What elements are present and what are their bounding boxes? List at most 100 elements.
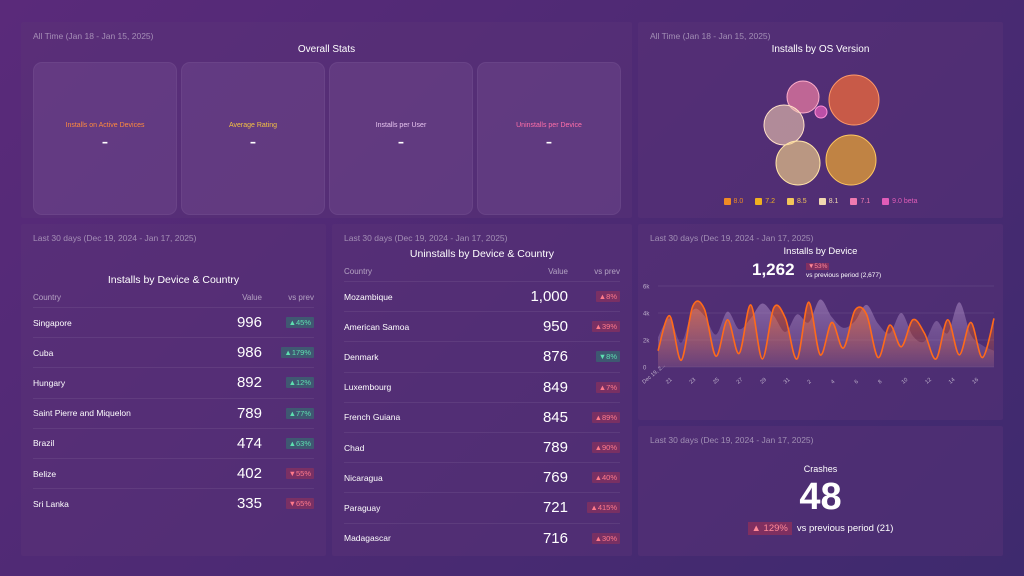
device-period: Last 30 days (Dec 19, 2024 - Jan 17, 202… (650, 233, 814, 243)
delta-badge: ▼55% (285, 468, 314, 480)
table-row[interactable]: Mozambique 1,000 ▲8% (344, 281, 620, 311)
table-row[interactable]: Cuba 986 ▲179% (33, 337, 314, 367)
column-header-value[interactable]: Value (242, 293, 262, 302)
table-row[interactable]: Saint Pierre and Miquelon 789 ▲77% (33, 397, 314, 428)
x-tick-label: 6 (854, 379, 860, 386)
crashes-vs-previous: vs previous period (21) (796, 523, 894, 534)
legend-item[interactable]: 8.5 (786, 198, 807, 205)
value-cell: 402 (236, 465, 262, 483)
country-cell: Nicaragua (344, 472, 383, 483)
bubble-9-0-beta[interactable] (814, 105, 828, 119)
crashes-value: 48 (799, 476, 842, 518)
x-tick-label: 25 (712, 377, 721, 386)
country-cell: Cuba (33, 347, 54, 358)
column-header-value[interactable]: Value (548, 267, 568, 276)
value-cell: 474 (236, 434, 262, 452)
country-cell: Paraguay (344, 502, 381, 513)
device-title: Installs by Device (783, 246, 858, 257)
checkbox-icon (818, 198, 826, 205)
legend-item[interactable]: 8.0 (723, 198, 744, 205)
table-row[interactable]: Madagascar 716 ▲30% (344, 522, 620, 553)
stat-card-average-rating[interactable]: Average Rating - (181, 62, 325, 215)
legend-item[interactable]: 8.1 (818, 198, 838, 205)
value-cell: 789 (542, 439, 568, 457)
stat-card-installs-active[interactable]: Installs on Active Devices - (33, 62, 177, 215)
uninstalls-table-header: Country Value vs prev (344, 267, 620, 276)
checkbox-icon (882, 198, 890, 205)
country-cell: Saint Pierre and Miquelon (33, 408, 131, 419)
os-period: All Time (Jan 18 - Jan 15, 2025) (650, 31, 771, 41)
installs-table-header: Country Value vs prev (33, 293, 314, 302)
delta-badge: ▲77% (285, 407, 314, 419)
bubble-7-1[interactable] (786, 80, 820, 114)
column-header-vs-prev[interactable]: vs prev (594, 267, 620, 276)
crashes-title: Crashes (803, 464, 838, 474)
os-title: Installs by OS Version (771, 44, 870, 55)
bubble-8-0[interactable] (828, 74, 880, 126)
overall-title: Overall Stats (297, 44, 356, 55)
column-header-country[interactable]: Country (33, 293, 62, 302)
table-row[interactable]: Nicaragua 769 ▲40% (344, 462, 620, 492)
legend-label: 7.2 (765, 198, 775, 205)
crashes-panel: Last 30 days (Dec 19, 2024 - Jan 17, 202… (638, 426, 1003, 556)
legend-item[interactable]: 7.1 (850, 198, 870, 205)
country-cell: Hungary (33, 377, 66, 388)
table-row[interactable]: Belize 402 ▼55% (33, 457, 314, 488)
value-cell: 721 (542, 499, 568, 517)
bubble-8-1[interactable] (763, 104, 805, 146)
installs-table-body: Singapore 996 ▲45% Cuba 986 ▲179% Hungary 892… (33, 307, 314, 518)
legend-label: 7.1 (860, 198, 871, 205)
table-row[interactable]: Luxembourg 849 ▲7% (344, 371, 620, 402)
legend-item[interactable]: 7.2 (755, 198, 775, 205)
country-cell: Madagascar (344, 533, 391, 544)
table-row[interactable]: Paraguay 721 ▲415% (344, 492, 620, 522)
country-cell: American Samoa (344, 321, 410, 332)
delta-badge: ▼65% (285, 498, 314, 510)
column-header-country[interactable]: Country (344, 267, 373, 276)
value-cell: 950 (542, 318, 568, 336)
uninstalls-table-body: Mozambique 1,000 ▲8% American Samoa 950 ▲39%… (344, 281, 620, 553)
y-tick-label: 6k (643, 285, 650, 291)
bubble-7-2[interactable] (825, 134, 877, 186)
installs-title: Installs by Device & Country (107, 274, 240, 286)
legend-label: 8.0 (733, 198, 744, 205)
table-row[interactable]: French Guiana 845 ▲89% (344, 401, 620, 432)
value-cell: 716 (542, 529, 568, 547)
table-row[interactable]: Hungary 892 ▲12% (33, 367, 314, 397)
x-tick-label: 23 (689, 377, 698, 386)
country-cell: Sri Lanka (33, 498, 69, 509)
bubble-8-5[interactable] (775, 140, 821, 186)
table-row[interactable]: Singapore 996 ▲45% (33, 307, 314, 337)
table-row[interactable]: Chad 789 ▲90% (344, 431, 620, 462)
stat-label: Installs on Active Devices (65, 122, 145, 129)
table-row[interactable]: Brazil 474 ▲63% (33, 427, 314, 458)
country-cell: Mozambique (344, 291, 393, 302)
stat-label: Uninstalls per Device (516, 122, 582, 129)
x-tick-label: 10 (901, 377, 910, 386)
stat-label: Average Rating (228, 122, 278, 129)
stat-card-installs-per-user[interactable]: Installs per User - (329, 62, 473, 215)
value-cell: 849 (542, 378, 568, 396)
os-legend: 8.0 7.2 8.5 8.1 7.1 9.0 beta (638, 198, 1003, 205)
legend-item[interactable]: 9.0 beta (882, 198, 917, 205)
delta-badge: ▲7% (595, 381, 620, 393)
x-tick-label: 31 (783, 377, 792, 386)
stat-card-uninstalls-per-device[interactable]: Uninstalls per Device - (477, 62, 621, 215)
column-header-vs-prev[interactable]: vs prev (288, 293, 314, 302)
stat-value: - (249, 131, 257, 153)
delta-badge: ▲30% (591, 532, 620, 544)
legend-label: 8.5 (796, 198, 807, 205)
current-period-area (658, 301, 994, 367)
checkbox-icon (786, 198, 794, 205)
uninstalls-title: Uninstalls by Device & Country (409, 248, 555, 260)
table-row[interactable]: American Samoa 950 ▲39% (344, 311, 620, 341)
checkbox-icon (723, 198, 731, 205)
value-cell: 996 (236, 314, 262, 332)
installs-by-device-panel: Last 30 days (Dec 19, 2024 - Jan 17, 202… (638, 224, 1003, 420)
table-row[interactable]: Sri Lanka 335 ▼65% (33, 488, 314, 518)
table-row[interactable]: Denmark 876 ▼8% (344, 341, 620, 371)
value-cell: 789 (236, 404, 262, 422)
country-cell: Denmark (344, 351, 379, 362)
x-tick-label: 16 (971, 377, 980, 386)
